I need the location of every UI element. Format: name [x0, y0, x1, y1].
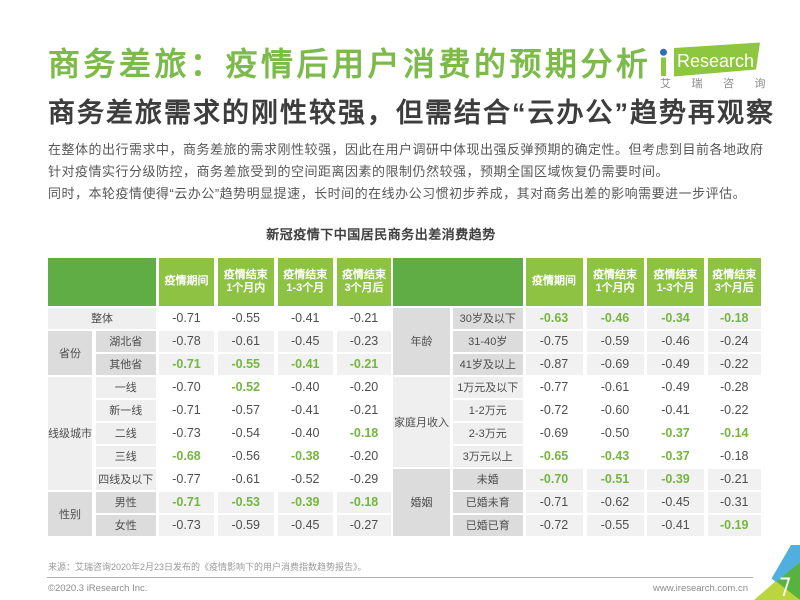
svg-text:Research: Research: [677, 51, 754, 71]
svg-text:艾瑞咨询: 艾瑞咨询: [660, 76, 786, 90]
